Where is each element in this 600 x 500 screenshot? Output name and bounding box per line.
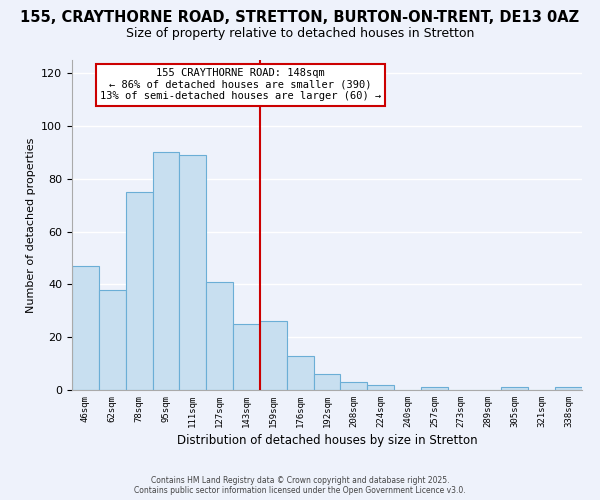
Bar <box>502 388 529 390</box>
Y-axis label: Number of detached properties: Number of detached properties <box>26 138 35 312</box>
Bar <box>367 384 394 390</box>
Bar <box>421 388 448 390</box>
Bar <box>99 290 125 390</box>
Bar <box>233 324 260 390</box>
Bar <box>206 282 233 390</box>
Bar <box>125 192 152 390</box>
X-axis label: Distribution of detached houses by size in Stretton: Distribution of detached houses by size … <box>176 434 478 447</box>
Text: 155, CRAYTHORNE ROAD, STRETTON, BURTON-ON-TRENT, DE13 0AZ: 155, CRAYTHORNE ROAD, STRETTON, BURTON-O… <box>20 10 580 25</box>
Text: Contains HM Land Registry data © Crown copyright and database right 2025.
Contai: Contains HM Land Registry data © Crown c… <box>134 476 466 495</box>
Bar <box>152 152 179 390</box>
Text: Size of property relative to detached houses in Stretton: Size of property relative to detached ho… <box>126 28 474 40</box>
Text: 155 CRAYTHORNE ROAD: 148sqm
← 86% of detached houses are smaller (390)
13% of se: 155 CRAYTHORNE ROAD: 148sqm ← 86% of det… <box>100 68 381 102</box>
Bar <box>555 388 582 390</box>
Bar <box>314 374 340 390</box>
Bar <box>340 382 367 390</box>
Bar <box>72 266 99 390</box>
Bar <box>260 322 287 390</box>
Bar <box>287 356 314 390</box>
Bar <box>179 155 206 390</box>
